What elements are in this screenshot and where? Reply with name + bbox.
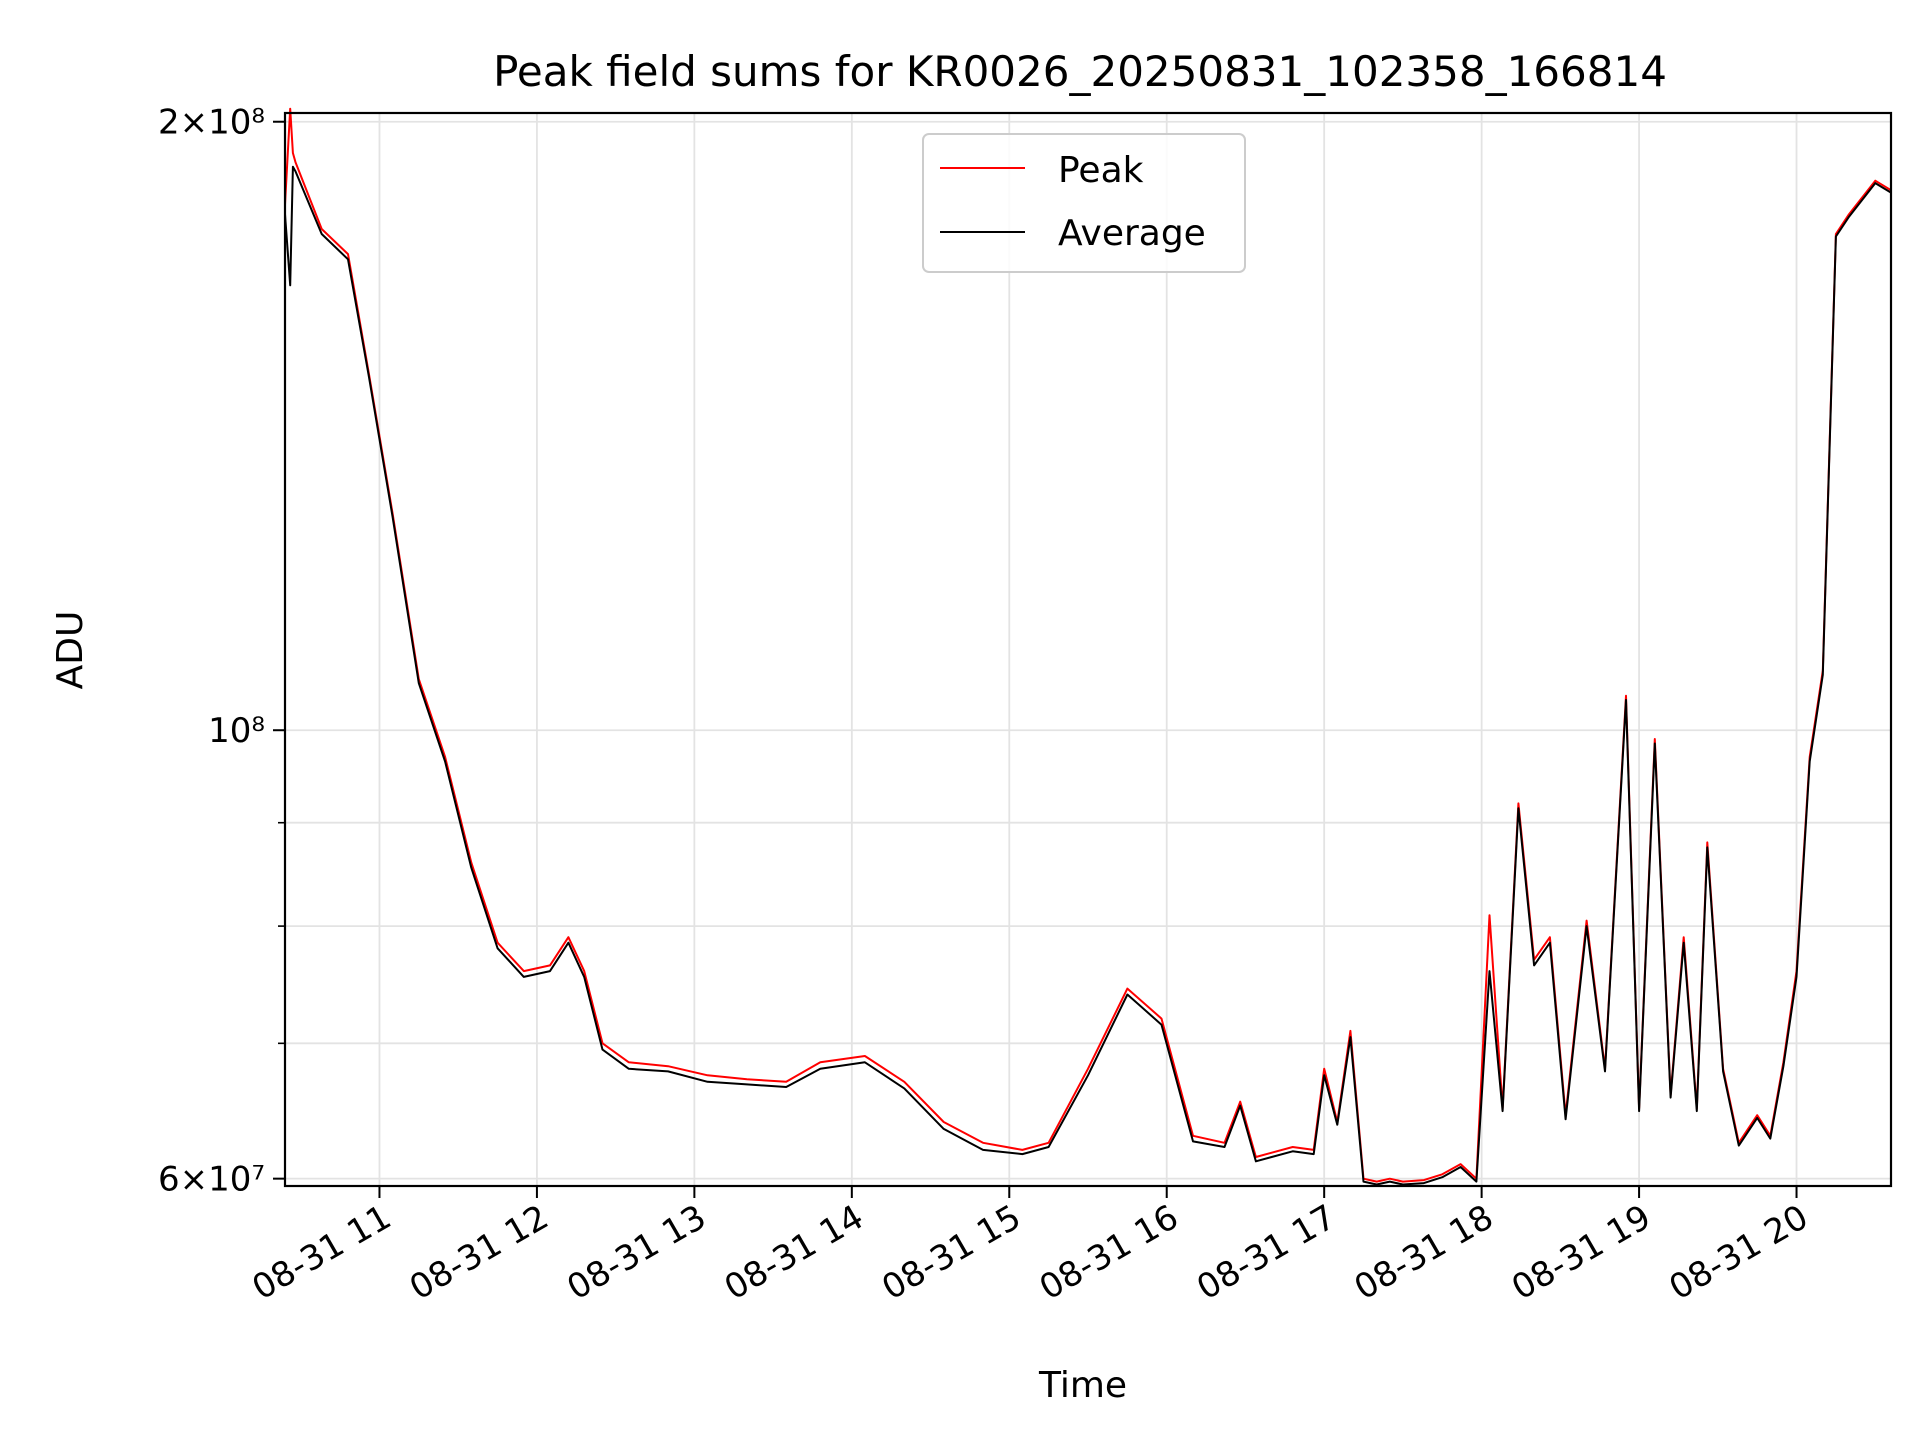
y-tick-label: 6×10⁷ bbox=[158, 1160, 265, 1200]
legend: Peak Average bbox=[922, 133, 1246, 273]
grid bbox=[285, 113, 1891, 1186]
x-axis-label: Time bbox=[1038, 1365, 1127, 1406]
series-layer bbox=[284, 107, 1892, 1186]
series-line-average bbox=[284, 165, 1892, 1186]
y-axis-label: ADU bbox=[50, 611, 91, 690]
legend-label-average: Average bbox=[1058, 213, 1206, 254]
legend-label-peak: Peak bbox=[1058, 150, 1144, 191]
y-tick-label: 2×10⁸ bbox=[158, 103, 265, 143]
plot-frame bbox=[283, 111, 1893, 1188]
chart-title: Peak field sums for KR0026_20250831_1023… bbox=[493, 47, 1667, 96]
y-axis: 6×10⁷ 10⁸ 2×10⁸ bbox=[158, 103, 285, 1200]
y-tick-label: 10⁸ bbox=[208, 711, 265, 751]
